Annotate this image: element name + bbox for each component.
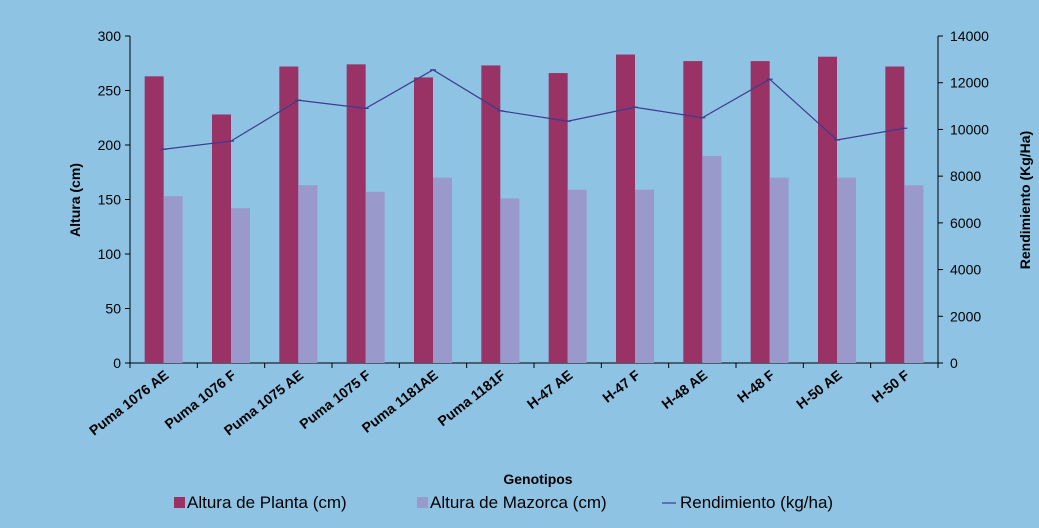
legend: Altura de Planta (cm) Altura de Mazorca (… (174, 493, 833, 512)
bar-altura-mazorca (769, 177, 789, 363)
y-tick-label: 150 (98, 192, 122, 208)
y-tick-label: 200 (98, 137, 122, 153)
y2-tick-label: 2000 (950, 308, 981, 324)
axes (125, 35, 943, 368)
legend-label-altura-mazorca: Altura de Mazorca (cm) (430, 493, 607, 512)
bar-altura-mazorca (702, 155, 722, 363)
bar-altura-mazorca (163, 196, 183, 363)
bar-altura-planta (212, 114, 231, 363)
y2-tick-label: 6000 (950, 215, 981, 231)
bar-altura-mazorca (635, 189, 654, 363)
bar-altura-planta (481, 65, 501, 364)
y2-tick-label: 0 (950, 355, 958, 371)
bar-altura-mazorca (433, 177, 452, 363)
bar-altura-planta (346, 64, 366, 363)
bar-altura-mazorca (500, 198, 520, 363)
y-tick-label: 0 (113, 355, 121, 371)
y2-tick-label: 8000 (950, 168, 981, 184)
legend-label-altura-planta: Altura de Planta (cm) (187, 493, 347, 512)
bar-altura-mazorca (567, 189, 587, 363)
bar-altura-planta (683, 61, 703, 363)
y2-tick-label: 14000 (950, 28, 989, 44)
bars (144, 54, 924, 364)
y-axis-label: Altura (cm) (67, 163, 83, 237)
y-tick-label: 300 (98, 28, 122, 44)
y2-tick-label: 12000 (950, 75, 989, 91)
rendimiento-line (163, 69, 905, 150)
bar-altura-mazorca (365, 191, 385, 363)
bar-altura-planta (818, 56, 837, 364)
y-tick-label: 250 (98, 83, 122, 99)
bar-altura-mazorca (298, 185, 318, 363)
line-series (160, 69, 908, 150)
legend-label-rendimiento: Rendimiento (kg/ha) (680, 493, 833, 512)
bar-altura-mazorca (837, 177, 856, 363)
legend-swatch-altura-planta (174, 497, 185, 508)
legend-swatch-altura-mazorca (417, 497, 428, 508)
bar-altura-mazorca (904, 185, 924, 363)
bar-altura-planta (616, 54, 635, 363)
y-tick-label: 50 (105, 301, 121, 317)
bar-altura-planta (548, 73, 568, 363)
bar-altura-planta (144, 76, 164, 363)
bar-altura-planta (414, 77, 433, 364)
bar-altura-planta (885, 66, 905, 364)
y2-tick-label: 10000 (950, 121, 989, 137)
bar-altura-mazorca (231, 208, 250, 363)
x-axis-label: Genotipos (503, 471, 572, 487)
y2-tick-label: 4000 (950, 262, 981, 278)
bar-altura-planta (279, 66, 299, 364)
y2-axis-label: Rendimiento (Kg/Ha) (1017, 131, 1033, 269)
bar-altura-planta (750, 61, 770, 363)
y-tick-label: 100 (98, 246, 122, 262)
